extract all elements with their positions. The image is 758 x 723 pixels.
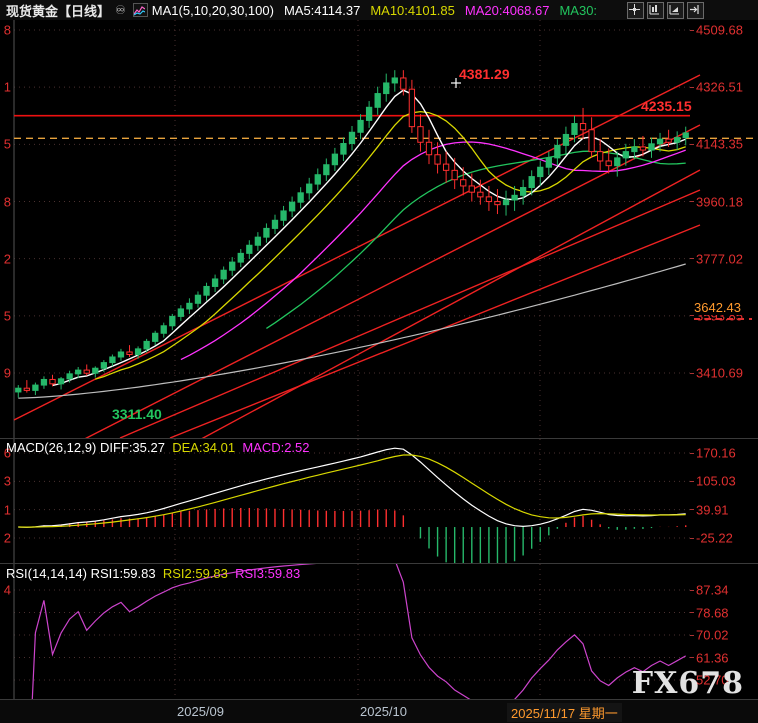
rsi-tick-mark (690, 589, 694, 591)
macd-tick-left-0: 6 (3, 445, 11, 461)
ma-chart-icon (132, 3, 148, 17)
ma30-value: MA30: (559, 2, 598, 18)
rsi3-value: RSI3:59.83 (235, 566, 301, 581)
pane-divider-rsi (0, 563, 758, 564)
price-tick-4: 3777.02 (696, 251, 743, 267)
macd-tick-2: 39.91 (696, 502, 729, 518)
macd-pane[interactable]: 170.16 105.03 39.91 -25.22 6 3 1 2 (0, 439, 758, 563)
price-tick-left-2: 5 (3, 136, 11, 152)
resistance-line-label: 4235.15 (641, 98, 692, 114)
rsi-tick-2: 70.02 (696, 627, 729, 643)
price-tick-0: 4509.68 (696, 22, 743, 38)
rsi-plot-area[interactable] (0, 564, 758, 699)
macd-tick-1: 105.03 (696, 473, 736, 489)
price-tick-6: 3410.69 (696, 365, 743, 381)
price-tick-left-0: 8 (3, 22, 11, 38)
date-label-1: 2025/10 (360, 704, 407, 719)
chart-toolbar (627, 2, 704, 19)
period-label[interactable]: 【日线】 (58, 3, 111, 19)
rsi-tick-4: 52.70 (696, 672, 729, 688)
macd-tick-left-1: 3 (3, 473, 11, 489)
price-tick-1: 4326.51 (696, 79, 743, 95)
macd-dea-value: DEA:34.01 (172, 440, 236, 455)
price-tick-mark (690, 372, 694, 374)
macd-tick-mark (690, 509, 694, 511)
price-tick-left-4: 2 (3, 251, 11, 267)
rsi2-value: RSI2:59.83 (162, 566, 228, 581)
price-tick-mark (690, 258, 694, 260)
rsi-tick-0: 87.34 (696, 582, 729, 598)
date-label-0: 2025/09 (177, 704, 224, 719)
rsi-tick-mark (690, 612, 694, 613)
rsi-tick-mark (690, 679, 694, 681)
ma20-value: MA20:4068.67 (464, 2, 550, 18)
rsi-label: RSI(14,14,14) (6, 566, 87, 581)
rsi-pane[interactable]: 87.34 78.68 70.02 61.36 52.70 4 (0, 564, 758, 699)
macd-axis-left: 6 3 1 2 (0, 439, 12, 563)
watermark: FX678 (631, 666, 744, 701)
macd-axis-right: 170.16 105.03 39.91 -25.22 (690, 439, 758, 563)
macd-tick-mark (690, 452, 694, 454)
macd-tick-mark (690, 480, 694, 482)
rsi-axis-right: 87.34 78.68 70.02 61.36 52.70 (690, 564, 758, 699)
rsi-axis-left: 4 (0, 564, 12, 699)
crosshair-price-label: 3642.43 (692, 299, 743, 315)
rsi-tick-left-0: 4 (3, 582, 11, 598)
macd-tick-mark (690, 537, 694, 539)
chart-range-icon[interactable] (667, 2, 684, 19)
macd-tick-0: 170.16 (696, 445, 736, 461)
rsi-tick-mark (690, 634, 694, 636)
macd-tick-3: -25.22 (696, 530, 733, 546)
time-axis[interactable]: 2025/09 2025/10 2025/11/17 星期一 (0, 700, 758, 723)
price-axis-right[interactable]: 4509.68 4326.51 4143.35 3960.18 3777.02 3593.… (690, 20, 758, 438)
crosshair-tool-icon[interactable] (627, 2, 644, 19)
minimize-icon[interactable]: ♾ (115, 3, 126, 17)
price-axis-left: 8 1 5 8 2 5 9 (0, 20, 12, 438)
price-pane[interactable]: 4509.68 4326.51 4143.35 3960.18 3777.02 3593.… (0, 20, 758, 438)
price-tick-mark (690, 143, 694, 145)
price-tick-left-3: 8 (3, 194, 11, 209)
macd-title: MACD(26,12,9) DIFF:35.27 DEA:34.01 MACD:… (6, 440, 310, 455)
price-tick-left-1: 1 (3, 79, 11, 95)
low-annotation: 3311.40 (112, 406, 162, 422)
price-tick-mark (690, 201, 694, 202)
chart-settings-icon[interactable] (647, 2, 664, 19)
chart-header: 现货黄金 【日线】 ♾ MA1(5,10,20,30,100) MA5:4114… (0, 0, 758, 20)
macd-tick-left-2: 1 (3, 502, 11, 518)
rsi-tick-mark (690, 657, 694, 658)
macd-macd-value: MACD:2.52 (242, 440, 310, 455)
instrument-name: 现货黄金 (6, 3, 59, 19)
macd-plot-area[interactable] (0, 439, 758, 563)
macd-label: MACD(26,12,9) (6, 440, 97, 455)
price-plot-area[interactable] (0, 20, 758, 438)
high-annotation: 4381.29 (459, 66, 510, 82)
ma10-value: MA10:4101.85 (370, 2, 455, 18)
pane-divider-macd (0, 438, 758, 439)
pane-divider-time (0, 699, 758, 700)
selected-date-label: 2025/11/17 星期一 (507, 703, 622, 722)
price-tick-3: 3960.18 (696, 194, 743, 209)
price-tick-2: 4143.35 (696, 136, 743, 152)
price-tick-mark (690, 29, 694, 31)
ma-config-label: MA1(5,10,20,30,100) (151, 2, 274, 18)
price-tick-left-6: 9 (3, 365, 11, 381)
macd-tick-left-3: 2 (3, 530, 11, 546)
price-tick-mark (690, 86, 694, 88)
price-tick-mark (690, 315, 694, 317)
rsi-title: RSI(14,14,14) RSI1:59.83 RSI2:59.83 RSI3… (6, 566, 300, 581)
rsi-tick-1: 78.68 (696, 605, 729, 620)
price-tick-left-5: 5 (3, 308, 11, 324)
ma5-value: MA5:4114.37 (283, 2, 361, 18)
rsi-tick-3: 61.36 (696, 650, 729, 665)
crosshair-price-dash (694, 317, 752, 320)
macd-diff-value: DIFF:35.27 (99, 440, 165, 455)
expand-right-icon[interactable] (687, 2, 704, 19)
rsi1-value: RSI1:59.83 (90, 566, 156, 581)
